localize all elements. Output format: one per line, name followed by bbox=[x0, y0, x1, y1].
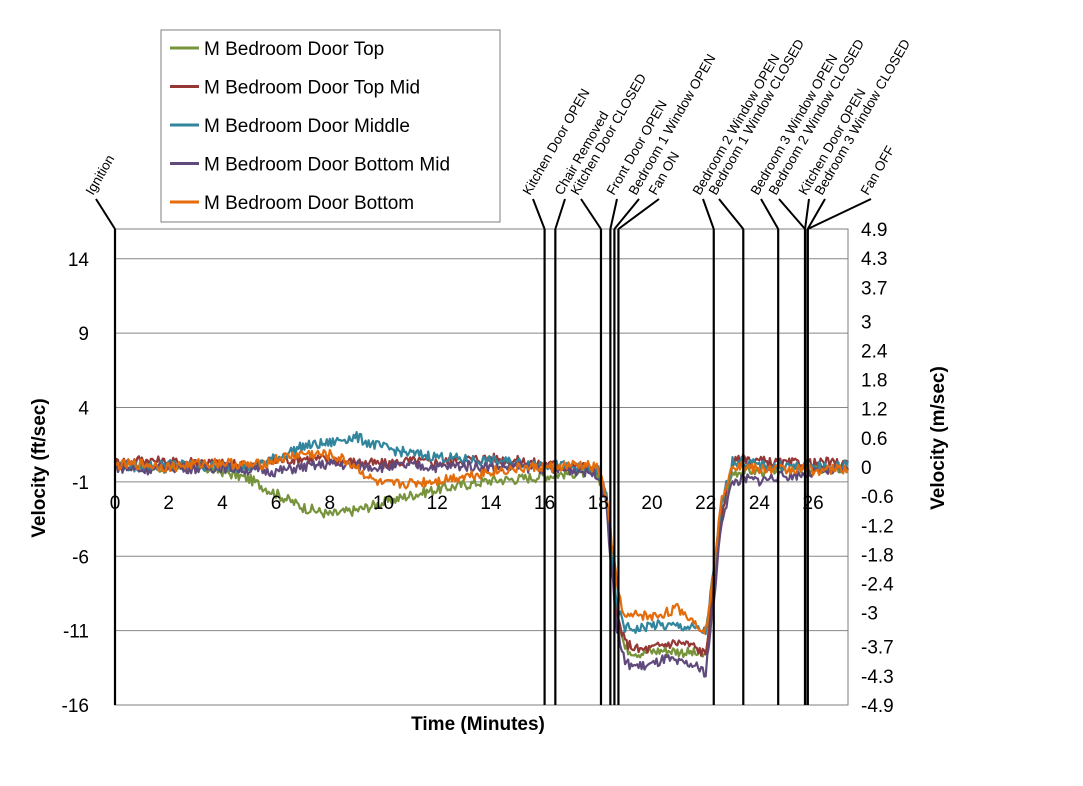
event-leader bbox=[554, 198, 566, 230]
x-tick-label: 24 bbox=[749, 493, 771, 514]
legend-entry: M Bedroom Door Bottom Mid bbox=[204, 155, 450, 176]
y2-tick-label: 1.8 bbox=[861, 371, 887, 392]
x-tick-label: 20 bbox=[641, 493, 662, 514]
x-axis-title: Time (Minutes) bbox=[411, 714, 545, 735]
event-leader bbox=[617, 198, 660, 230]
axis-ticks: 14 9 4 -1 -6 -11 -16 4.9 4.3 3.7 3 2.4 1.8 1.2 0.6 0 -0.… bbox=[62, 220, 895, 717]
event-leader bbox=[613, 198, 640, 230]
legend-box bbox=[160, 29, 501, 223]
series-line bbox=[114, 460, 850, 659]
x-tick-label: 12 bbox=[427, 493, 448, 514]
y-tick-label: -1 bbox=[72, 473, 89, 494]
x-tick-label: 8 bbox=[325, 493, 336, 514]
event-leader bbox=[806, 198, 826, 230]
y2-tick-label: 2.4 bbox=[861, 341, 888, 362]
y-tick-label: 9 bbox=[78, 324, 89, 345]
y2-tick-label: -1.8 bbox=[861, 545, 894, 566]
y2-axis-title: Velocity (m/sec) bbox=[928, 366, 949, 510]
y-tick-label: -16 bbox=[62, 696, 89, 717]
y-axis-title: Velocity (ft/sec) bbox=[29, 398, 50, 537]
x-tick-label: 18 bbox=[588, 493, 609, 514]
y2-tick-label: -3.7 bbox=[861, 638, 894, 659]
y2-tick-label: -4.3 bbox=[861, 667, 894, 688]
x-tick-label: 16 bbox=[534, 493, 555, 514]
event-leader bbox=[580, 198, 602, 230]
x-tick-label: 26 bbox=[803, 493, 824, 514]
event-leader bbox=[804, 198, 810, 230]
y2-tick-label: -0.6 bbox=[861, 487, 894, 508]
x-tick-label: 10 bbox=[373, 493, 394, 514]
event-label: Ignition bbox=[83, 152, 118, 197]
legend-entry: M Bedroom Door Bottom bbox=[204, 193, 414, 214]
y-tick-label: -11 bbox=[63, 622, 89, 643]
legend-entry: M Bedroom Door Middle bbox=[204, 116, 410, 137]
x-tick-label: 6 bbox=[271, 493, 282, 514]
legend: M Bedroom Door Top M Bedroom Door Top Mid… bbox=[160, 29, 501, 223]
event-label: Fan OFF bbox=[858, 143, 898, 197]
series-layer bbox=[113, 431, 850, 678]
y2-tick-label: -1.2 bbox=[861, 516, 894, 537]
y-tick-label: 14 bbox=[68, 250, 90, 271]
event-leader bbox=[702, 198, 715, 230]
y2-tick-label: 4.9 bbox=[861, 220, 887, 241]
y2-tick-label: 3 bbox=[861, 312, 872, 333]
event-leader bbox=[778, 198, 806, 230]
y2-tick-label: 4.3 bbox=[861, 249, 887, 270]
x-tick-label: 0 bbox=[110, 493, 121, 514]
x-tick-label: 22 bbox=[695, 493, 716, 514]
legend-entry: M Bedroom Door Top Mid bbox=[204, 78, 420, 99]
x-tick-label: 2 bbox=[163, 493, 174, 514]
y-tick-label: 4 bbox=[78, 399, 89, 420]
y2-tick-label: -3 bbox=[861, 604, 878, 625]
y-tick-label: -6 bbox=[72, 547, 89, 568]
y2-tick-label: 3.7 bbox=[861, 278, 887, 299]
y2-tick-label: 0 bbox=[861, 458, 872, 479]
y2-tick-label: -4.9 bbox=[861, 696, 894, 717]
event-leader bbox=[807, 198, 872, 230]
x-tick-label: 14 bbox=[480, 493, 502, 514]
event-leader bbox=[760, 198, 780, 230]
x-tick-label: 4 bbox=[217, 493, 228, 514]
legend-entry: M Bedroom Door Top bbox=[204, 39, 384, 60]
y2-tick-label: 1.2 bbox=[861, 400, 887, 421]
series-line bbox=[114, 448, 849, 635]
event-leader bbox=[95, 198, 116, 230]
event-leader bbox=[609, 198, 618, 230]
y2-tick-label: -2.4 bbox=[861, 575, 894, 596]
event-leader bbox=[718, 198, 745, 230]
event-leader bbox=[532, 198, 546, 230]
y2-tick-label: 0.6 bbox=[861, 429, 887, 450]
